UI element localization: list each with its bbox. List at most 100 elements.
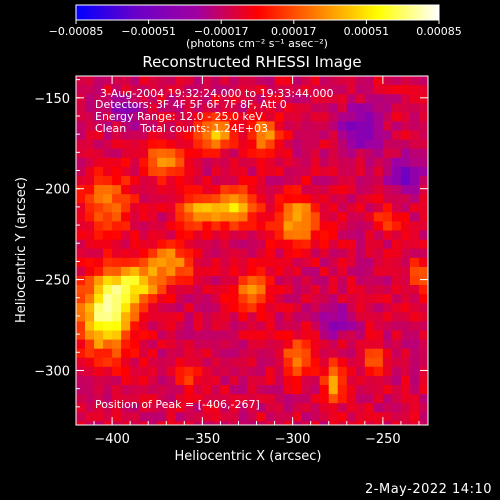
heatmap-cell <box>184 230 194 241</box>
heatmap-cell <box>103 212 113 222</box>
heatmap-cell <box>220 385 230 395</box>
heatmap-cell <box>211 303 221 313</box>
heatmap-cell <box>328 148 339 159</box>
heatmap-cell <box>355 203 366 213</box>
heatmap-cell <box>94 294 104 304</box>
heatmap-cell <box>283 366 294 377</box>
heatmap-cell <box>256 239 267 250</box>
annotation-detectors: Detectors: 3F 4F 5F 6F 7F 8F, Att 0 <box>95 98 287 111</box>
heatmap-cell <box>139 357 149 368</box>
heatmap-cell <box>346 212 357 222</box>
heatmap-cell <box>166 166 176 177</box>
heatmap-cell <box>364 303 375 313</box>
heatmap-cell <box>166 357 176 368</box>
heatmap-cell <box>94 394 104 404</box>
heatmap-cell <box>391 157 402 168</box>
heatmap-cell <box>220 166 230 177</box>
heatmap-cell <box>319 139 330 150</box>
heatmap-cell <box>112 221 122 232</box>
heatmap-cell <box>130 348 140 359</box>
heatmap-cell <box>419 166 428 177</box>
heatmap-cell <box>355 357 366 368</box>
heatmap-cell <box>229 121 239 132</box>
heatmap-cell <box>292 321 303 332</box>
heatmap-cell <box>238 412 249 422</box>
heatmap-cell <box>382 321 393 332</box>
heatmap-cell <box>76 212 86 222</box>
heatmap-cell <box>130 103 140 113</box>
heatmap-cell <box>139 185 149 195</box>
heatmap-cell <box>337 321 348 332</box>
heatmap-cell <box>184 266 194 277</box>
heatmap-cell <box>202 94 212 104</box>
heatmap-cell <box>328 103 339 113</box>
heatmap-cell <box>328 221 339 232</box>
heatmap-cell <box>76 130 86 141</box>
heatmap-cell <box>112 330 122 341</box>
heatmap-cell <box>373 157 384 168</box>
heatmap-cell <box>301 375 312 386</box>
heatmap-cell <box>85 385 95 395</box>
heatmap-cell <box>229 221 239 232</box>
heatmap-cell <box>157 221 167 232</box>
heatmap-cell <box>319 330 330 341</box>
heatmap-cell <box>238 285 249 295</box>
heatmap-cell <box>400 330 411 341</box>
heatmap-cell <box>193 185 203 195</box>
heatmap-cell <box>428 231 438 241</box>
heatmap-cell <box>355 130 366 141</box>
heatmap-cell <box>112 348 122 359</box>
heatmap-cell <box>419 403 428 413</box>
heatmap-cell <box>428 303 438 313</box>
heatmap-cell <box>274 266 285 277</box>
heatmap-cell <box>301 285 312 295</box>
heatmap-cell <box>184 221 194 232</box>
heatmap-cell <box>346 294 357 304</box>
heatmap-cell <box>166 121 176 132</box>
heatmap-cell <box>184 385 194 395</box>
heatmap-cell <box>419 348 428 359</box>
heatmap-cell <box>94 403 104 413</box>
heatmap-cell <box>157 375 167 386</box>
heatmap-cell <box>139 121 149 132</box>
heatmap-cell <box>256 212 267 222</box>
heatmap-cell <box>103 121 113 132</box>
heatmap-cell <box>220 275 230 286</box>
heatmap-cell <box>301 194 312 204</box>
heatmap-cell <box>373 221 384 232</box>
heatmap-cell <box>274 257 285 268</box>
heatmap-cell <box>76 294 86 304</box>
heatmap-cell <box>419 431 429 441</box>
heatmap-cell <box>355 121 366 132</box>
heatmap-cell <box>310 266 321 277</box>
heatmap-cell <box>338 431 348 441</box>
heatmap-cell <box>184 239 194 250</box>
heatmap-cell <box>166 421 176 425</box>
y-tick-label: −200 <box>34 183 70 198</box>
heatmap-cell <box>247 157 258 168</box>
heatmap-cell <box>283 148 294 159</box>
heatmap-cell <box>355 139 366 150</box>
heatmap-cell <box>211 130 221 141</box>
heatmap-cell <box>193 348 203 359</box>
heatmap-cell <box>319 239 330 250</box>
heatmap-cell <box>211 94 221 104</box>
heatmap-cell <box>121 394 131 404</box>
heatmap-cell <box>139 321 149 332</box>
heatmap-cell <box>301 185 312 195</box>
heatmap-cell <box>419 312 428 322</box>
heatmap-cell <box>229 403 239 413</box>
heatmap-cell <box>238 194 249 204</box>
heatmap-cell <box>391 257 402 268</box>
heatmap-cell <box>356 431 366 441</box>
heatmap-cell <box>85 275 95 286</box>
heatmap-cell <box>319 212 330 222</box>
heatmap-cell <box>301 103 312 113</box>
heatmap-cell <box>400 357 411 368</box>
heatmap-cell <box>337 194 348 204</box>
heatmap-cell <box>175 203 185 213</box>
heatmap-cell <box>238 157 249 168</box>
heatmap-cell <box>265 385 276 395</box>
heatmap-cell <box>85 221 95 232</box>
heatmap-cell <box>184 248 194 259</box>
